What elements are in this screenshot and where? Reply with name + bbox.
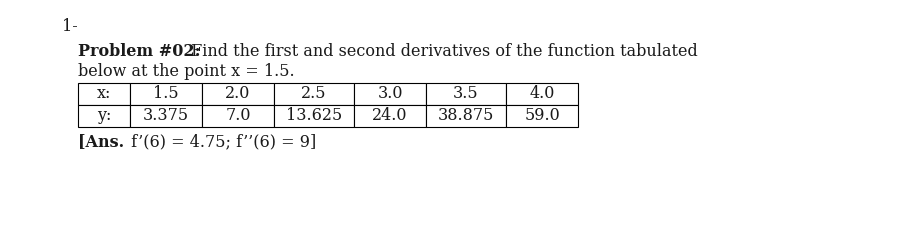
Bar — [506, 105, 578, 127]
Bar — [426, 83, 506, 105]
Bar — [426, 105, 506, 127]
Bar — [202, 83, 274, 105]
Text: 59.0: 59.0 — [524, 108, 560, 124]
Text: 1.5: 1.5 — [153, 86, 179, 103]
Bar — [506, 83, 578, 105]
Text: Find the first and second derivatives of the function tabulated: Find the first and second derivatives of… — [186, 43, 698, 60]
Text: x:: x: — [97, 86, 112, 103]
Text: f’(6) = 4.75; f’’(6) = 9]: f’(6) = 4.75; f’’(6) = 9] — [126, 133, 316, 150]
Bar — [78, 105, 130, 127]
Text: 13.625: 13.625 — [286, 108, 342, 124]
Bar — [354, 105, 426, 127]
Bar — [130, 83, 202, 105]
Bar — [202, 105, 274, 127]
Text: 4.0: 4.0 — [529, 86, 555, 103]
Bar — [78, 83, 130, 105]
Text: 3.375: 3.375 — [143, 108, 189, 124]
Text: 3.0: 3.0 — [377, 86, 403, 103]
Text: 24.0: 24.0 — [372, 108, 408, 124]
Text: below at the point x = 1.5.: below at the point x = 1.5. — [78, 63, 295, 80]
Bar — [274, 83, 354, 105]
Text: 38.875: 38.875 — [438, 108, 494, 124]
Text: 2.0: 2.0 — [225, 86, 251, 103]
Text: 2.5: 2.5 — [301, 86, 326, 103]
Text: Problem #02:: Problem #02: — [78, 43, 201, 60]
Text: 7.0: 7.0 — [225, 108, 251, 124]
Text: 3.5: 3.5 — [454, 86, 479, 103]
Bar — [354, 83, 426, 105]
Text: y:: y: — [97, 108, 112, 124]
Text: [Ans.: [Ans. — [78, 133, 124, 150]
Text: 1-: 1- — [62, 18, 77, 35]
Bar — [274, 105, 354, 127]
Bar — [130, 105, 202, 127]
